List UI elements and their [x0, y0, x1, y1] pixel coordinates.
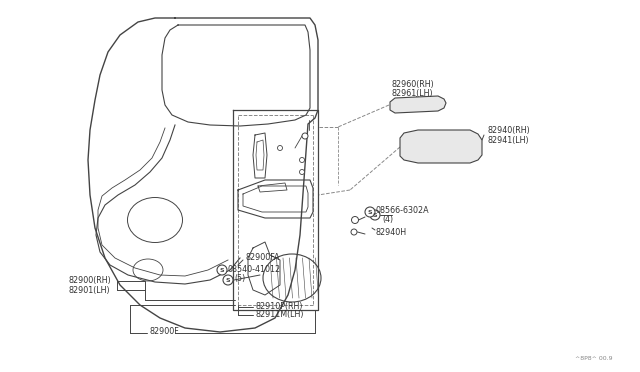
Text: 82910P(RH): 82910P(RH) [255, 301, 303, 311]
Text: 82900(RH): 82900(RH) [68, 276, 111, 285]
Text: 08566-6302A: 08566-6302A [376, 205, 429, 215]
Circle shape [351, 217, 358, 224]
Text: S: S [368, 209, 372, 215]
Text: ^8P8^ 00.9: ^8P8^ 00.9 [575, 356, 612, 360]
Text: 82900FA: 82900FA [245, 253, 280, 263]
Circle shape [300, 157, 305, 163]
Text: 82900F: 82900F [150, 327, 180, 337]
Text: 82911M(LH): 82911M(LH) [255, 311, 303, 320]
Circle shape [365, 207, 375, 217]
Circle shape [300, 170, 305, 174]
Text: (5): (5) [234, 273, 245, 282]
Text: 82940(RH): 82940(RH) [488, 125, 531, 135]
Circle shape [223, 275, 233, 285]
Text: S: S [226, 278, 230, 282]
Text: S: S [372, 212, 378, 218]
Text: 82941(LH): 82941(LH) [488, 135, 530, 144]
Polygon shape [400, 130, 482, 163]
Text: 82940H: 82940H [376, 228, 407, 237]
Circle shape [217, 265, 227, 275]
Text: 82901(LH): 82901(LH) [68, 285, 109, 295]
Text: (4): (4) [382, 215, 393, 224]
Text: 82960(RH): 82960(RH) [392, 80, 435, 89]
Circle shape [351, 229, 357, 235]
Text: 08540-41012: 08540-41012 [228, 264, 281, 273]
Circle shape [370, 210, 380, 220]
Circle shape [302, 133, 308, 139]
Text: S: S [220, 267, 224, 273]
Polygon shape [390, 96, 446, 113]
Circle shape [278, 145, 282, 151]
Text: 82961(LH): 82961(LH) [392, 89, 434, 97]
